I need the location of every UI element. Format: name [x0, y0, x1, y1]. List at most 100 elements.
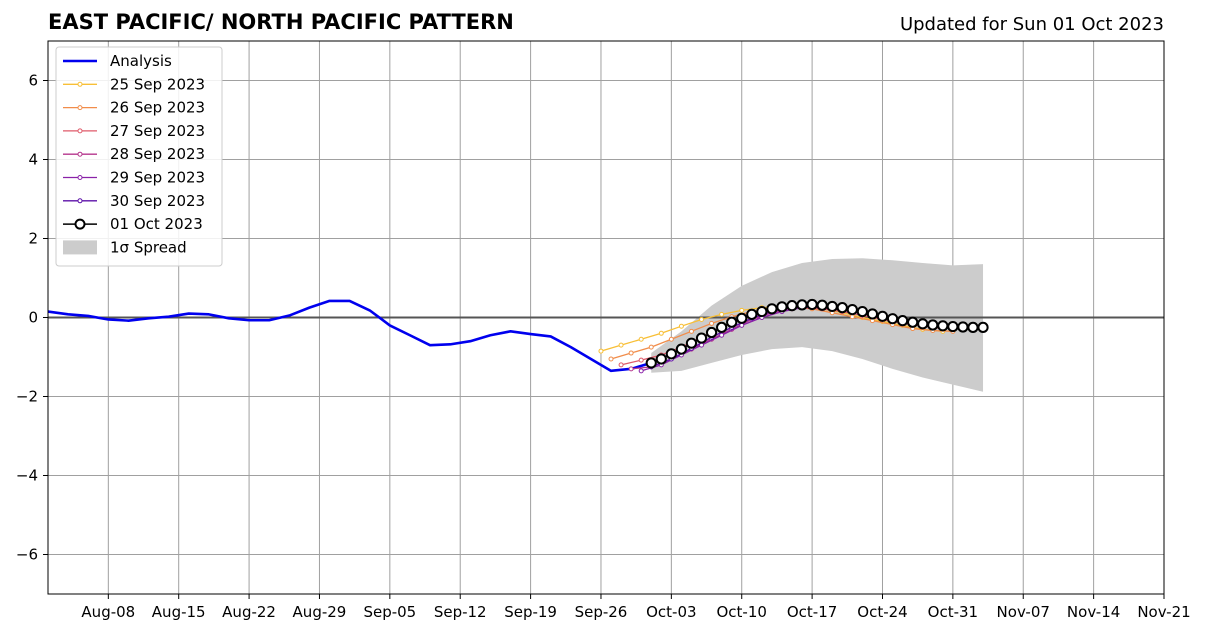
y-tick-label: 0	[28, 309, 38, 327]
current-forecast-point	[766, 303, 778, 315]
current-forecast-point	[846, 304, 858, 316]
chart-subtitle: Updated for Sun 01 Oct 2023	[900, 14, 1164, 35]
current-forecast-point	[836, 302, 848, 314]
current-forecast-point	[806, 298, 818, 311]
forecast-point-3	[628, 366, 634, 372]
forecast-point-0	[699, 316, 705, 322]
x-tick-label: Sep-26	[575, 603, 628, 621]
current-forecast-point	[665, 348, 677, 360]
current-forecast-point	[716, 321, 728, 333]
current-forecast-point	[917, 318, 929, 330]
current-forecast-point	[776, 301, 788, 313]
forecast-point-0	[618, 342, 624, 348]
legend-swatch-marker	[77, 128, 83, 134]
current-forecast-point	[645, 357, 657, 369]
x-tick-label: Oct-10	[717, 603, 767, 621]
x-tick-label: Oct-24	[857, 603, 907, 621]
forecast-point-1	[608, 356, 614, 362]
current-forecast-point	[937, 320, 949, 332]
current-forecast-point	[726, 316, 738, 328]
y-tick-label: −2	[16, 388, 38, 406]
forecast-point-0	[739, 307, 745, 313]
forecast-point-1	[849, 314, 855, 320]
current-forecast-point	[947, 320, 959, 333]
x-tick-label: Nov-07	[997, 603, 1050, 621]
current-forecast-point	[816, 299, 828, 311]
x-tick-label: Oct-03	[646, 603, 696, 621]
forecast-point-1	[628, 350, 634, 356]
current-forecast-point	[856, 305, 868, 318]
current-forecast-point	[967, 321, 979, 333]
forecast-point-0	[719, 311, 725, 317]
legend-box	[55, 46, 223, 267]
current-forecast-point	[866, 308, 879, 320]
plot-area: Aug-08 Aug-15 Aug-22 Aug-29 Sep-05 Sep-12 Sep-…	[16, 40, 1191, 621]
x-tick-label: Aug-08	[81, 603, 135, 621]
forecast-point-4	[719, 332, 725, 338]
spread-band	[651, 258, 984, 392]
legend-swatch-marker	[77, 151, 83, 157]
current-forecast-point	[736, 312, 748, 324]
legend-swatch-marker	[77, 105, 83, 111]
current-forecast-point	[927, 319, 939, 331]
current-forecast-point	[786, 300, 798, 312]
current-forecast-point	[826, 300, 838, 313]
current-forecast-point	[655, 353, 667, 365]
forecast-point-1	[688, 328, 694, 334]
x-tick-label: Sep-19	[504, 603, 557, 621]
legend-swatch-marker	[77, 198, 83, 204]
legend-label: 25 Sep 2023	[110, 75, 205, 93]
x-tick-label: Aug-29	[293, 603, 347, 621]
legend-label: 1σ Spread	[110, 238, 187, 256]
legend-label: 26 Sep 2023	[110, 99, 205, 117]
legend: Analysis 25 Sep 2023 26 Sep 2023 27 Sep 202…	[55, 46, 223, 267]
current-forecast-point	[756, 305, 768, 318]
forecast-point-1	[709, 320, 715, 326]
x-tick-label: Nov-14	[1067, 603, 1120, 621]
legend-swatch-marker	[74, 218, 86, 230]
current-forecast-point	[685, 337, 698, 349]
legend-label: Analysis	[110, 52, 172, 70]
current-forecast-point	[957, 321, 969, 333]
x-tick-label: Oct-31	[928, 603, 978, 621]
legend-swatch-marker	[77, 81, 83, 87]
y-tick-label: 4	[28, 151, 38, 169]
x-tick-label: Aug-15	[152, 603, 206, 621]
current-forecast-point	[886, 313, 899, 325]
forecast-point-0	[678, 323, 684, 329]
x-tick-label: Aug-22	[222, 603, 276, 621]
current-forecast-point	[675, 343, 688, 355]
current-forecast-point	[977, 321, 989, 333]
current-forecast-point	[705, 326, 718, 339]
current-forecast-point	[796, 299, 808, 311]
forecast-point-0	[598, 348, 604, 354]
forecast-point-0	[658, 330, 664, 336]
x-tick-label: Sep-05	[363, 603, 416, 621]
x-tick-label: Nov-21	[1137, 603, 1190, 621]
x-tick-label: Sep-12	[434, 603, 487, 621]
legend-swatch-spread	[63, 240, 97, 255]
y-tick-label: −4	[16, 467, 38, 485]
y-tick-label: 6	[28, 72, 38, 90]
legend-label: 30 Sep 2023	[110, 192, 205, 210]
x-tick-label: Oct-17	[787, 603, 837, 621]
y-tick-label: −6	[16, 546, 38, 564]
current-forecast-point	[907, 316, 919, 328]
current-forecast-point	[876, 310, 889, 322]
legend-label: 28 Sep 2023	[110, 145, 205, 163]
current-forecast-point	[896, 315, 909, 327]
forecast-point-1	[668, 336, 674, 342]
chart-title: EAST PACIFIC/ NORTH PACIFIC PATTERN	[48, 10, 514, 34]
forecast-point-2	[618, 362, 624, 368]
forecast-point-0	[638, 336, 644, 342]
legend-label: 29 Sep 2023	[110, 169, 205, 187]
forecast-point-1	[648, 344, 654, 350]
legend-swatch-marker	[77, 175, 83, 180]
analysis-line	[47, 299, 652, 373]
legend-label: 01 Oct 2023	[110, 215, 203, 233]
current-forecast-point	[695, 332, 708, 344]
legend-label: 27 Sep 2023	[110, 122, 205, 140]
y-tick-label: 2	[28, 230, 38, 248]
forecast-point-4	[638, 368, 644, 374]
current-forecast-point	[746, 308, 758, 320]
